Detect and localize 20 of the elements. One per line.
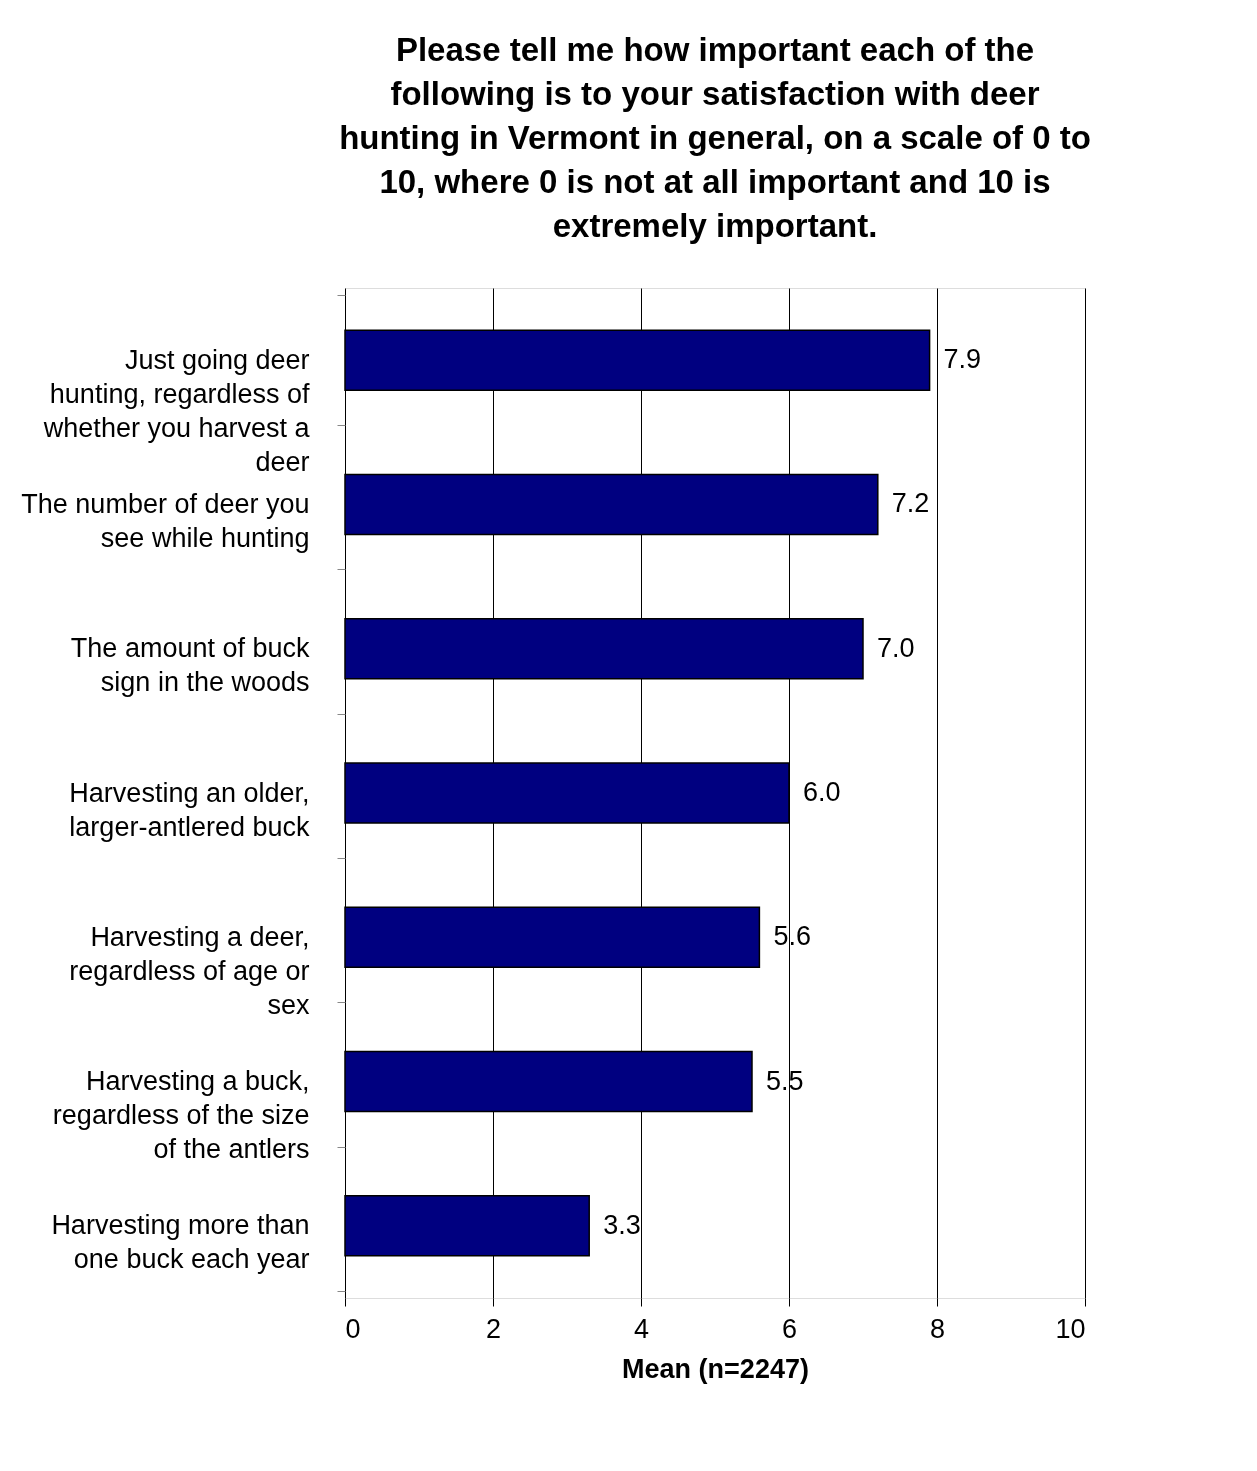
y-tick-label: The number of deer you see while hunting <box>21 488 310 553</box>
data-label: 6.0 <box>803 777 841 807</box>
y-tick-label: Just going deer hunting, regardless of whether you harvest a deer <box>42 344 311 477</box>
x-tick-label: 2 <box>485 1313 502 1344</box>
x-axis-title: Mean (n=2247) <box>622 1353 809 1384</box>
x-tick-label: 6 <box>781 1313 798 1344</box>
y-tick-label: Harvesting more than one buck each year <box>51 1210 310 1275</box>
x-tick-label: 10 <box>1055 1313 1086 1344</box>
data-label: 7.2 <box>891 488 930 519</box>
x-tick-label: 0 <box>345 1313 361 1344</box>
chart-title: Please tell me how important each of the following is to your satisfaction with deer hunting in Vermont in general, on a scale of 0 to 10, where 0 is not at all important and 10 is extremely important. <box>339 31 1091 244</box>
data-label: 7.0 <box>877 632 915 663</box>
y-tick-label: Harvesting an older, larger-antlered buck <box>69 777 310 842</box>
y-tick-label: The amount of buck sign in the woods <box>70 633 310 698</box>
x-tick-label: 4 <box>633 1313 650 1344</box>
x-tick-label: 8 <box>929 1313 946 1344</box>
data-label: 3.3 <box>603 1209 641 1240</box>
y-tick-label: Harvesting a deer, regardless of age or sex <box>69 921 310 1020</box>
data-label: 7.9 <box>943 344 982 375</box>
y-tick-label: Harvesting a buck, regardless of the size of the antlers <box>52 1066 310 1165</box>
